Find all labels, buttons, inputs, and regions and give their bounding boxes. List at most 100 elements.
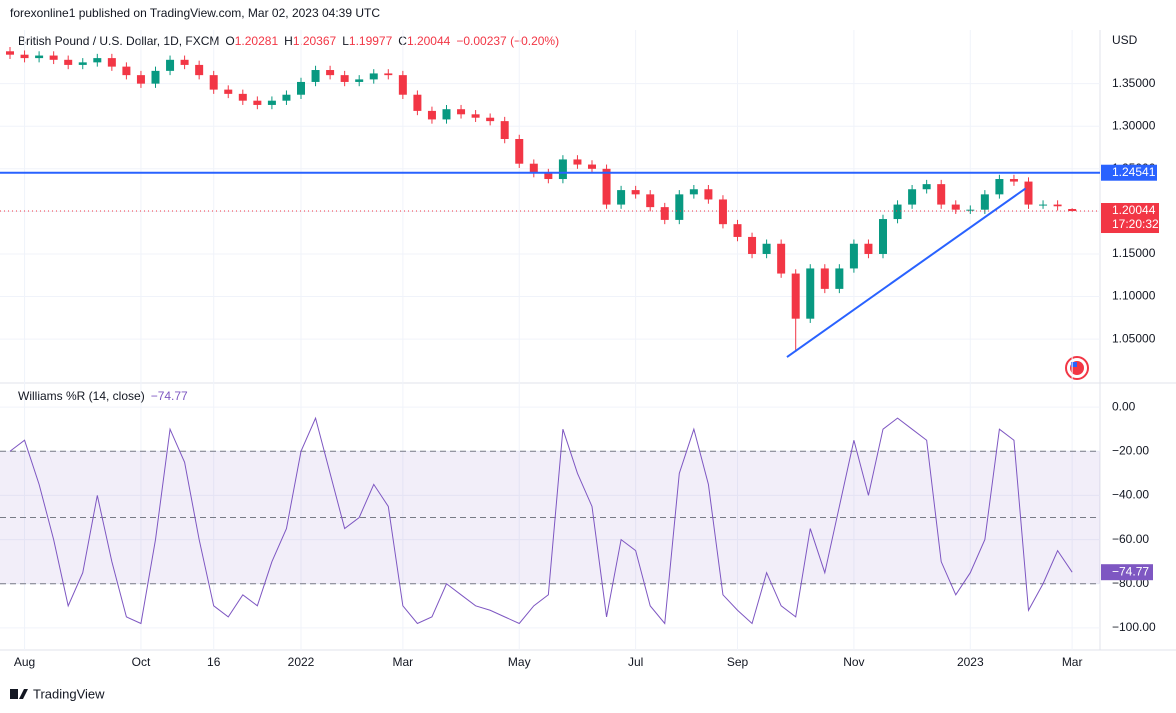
candle-body: [689, 189, 698, 195]
candle-body: [238, 93, 247, 101]
last-price-label: 1.20044: [1112, 203, 1156, 217]
value-badge: [1101, 564, 1153, 581]
y-tick-label: 1.30000: [1112, 118, 1156, 132]
candle-body: [704, 189, 713, 200]
indicator-title: Williams %R (14, close): [18, 389, 145, 403]
candle-body: [107, 58, 116, 67]
currency: USD: [1112, 33, 1138, 47]
candle-body: [311, 70, 320, 82]
price-badge: [1101, 203, 1159, 234]
candle-body: [879, 219, 887, 254]
candle-body: [253, 100, 262, 105]
candle-body: [297, 81, 305, 95]
candle-body: [384, 73, 393, 76]
candle-body: [457, 109, 466, 115]
x-tick-label: 2023: [957, 655, 984, 669]
candle-body: [951, 204, 960, 210]
candle-body: [835, 268, 844, 289]
candle-body: [791, 273, 800, 319]
candle-body: [777, 243, 786, 274]
candle-body: [20, 54, 29, 59]
candle-body: [980, 194, 989, 210]
candle-body: [398, 75, 407, 95]
x-tick-label: 2022: [288, 655, 315, 669]
candle-body: [355, 79, 364, 82]
legend-line: British Pound / U.S. Dollar, 1D, FXCM O1.…: [18, 34, 559, 48]
candle-body: [1009, 179, 1018, 182]
ohlc-label: H: [284, 34, 293, 48]
candle-body: [35, 55, 44, 59]
flag-icon: [1065, 356, 1089, 380]
candle-body: [195, 64, 204, 76]
candle-body: [748, 236, 757, 254]
footer-logo: [10, 689, 28, 699]
ohlc-value: 1.20367: [293, 34, 337, 48]
candle-body: [893, 204, 902, 220]
candle-body: [718, 199, 727, 225]
x-tick-label: May: [508, 655, 531, 669]
candle-body: [49, 55, 58, 60]
candle-body: [806, 268, 815, 319]
candle-body: [427, 110, 436, 120]
candle-body: [326, 70, 335, 76]
candle-body: [282, 94, 291, 101]
williams-line: [9, 416, 1073, 625]
candle-body: [544, 173, 553, 180]
candle-body: [660, 207, 669, 220]
ohlc-label: O: [225, 34, 234, 48]
y-tick-label: 0.00: [1112, 399, 1136, 413]
x-tick-label: Sep: [727, 655, 749, 669]
x-tick-label: Mar: [393, 655, 414, 669]
y-tick-label: 1.10000: [1112, 289, 1156, 303]
candle-body: [820, 268, 829, 289]
candle-body: [1068, 208, 1077, 212]
candle-body: [413, 94, 422, 111]
candle-body: [1024, 181, 1033, 205]
candle-body: [224, 89, 233, 94]
x-tick-label: Mar: [1062, 655, 1083, 669]
change: −0.00237 (−0.20%): [456, 34, 559, 48]
x-tick-label: Oct: [132, 655, 151, 669]
y-tick-label: −60.00: [1112, 532, 1149, 546]
x-tick-label: Nov: [843, 655, 864, 669]
indicator-value: −74.77: [151, 389, 188, 403]
candle-body: [209, 75, 218, 90]
x-tick-label: Jul: [628, 655, 643, 669]
candle-body: [166, 59, 175, 71]
candle-body: [500, 121, 509, 140]
candle-body: [864, 243, 873, 254]
candle-body: [995, 179, 1004, 195]
candle-body: [515, 139, 524, 164]
y-tick-label: −100.00: [1112, 620, 1156, 634]
candle-body: [602, 168, 611, 205]
x-tick-label: Aug: [14, 655, 35, 669]
ohlc-label: L: [342, 34, 349, 48]
symbol: British Pound / U.S. Dollar, 1D, FXCM: [18, 34, 219, 48]
candle-body: [136, 75, 145, 84]
candle-body: [122, 66, 131, 76]
candle-body: [1039, 204, 1048, 206]
indicator-legend: Williams %R (14, close) −74.77: [18, 389, 188, 403]
ohlc-value: 1.19977: [349, 34, 393, 48]
candle-body: [180, 59, 189, 65]
y-tick-label: 1.35000: [1112, 76, 1156, 90]
footer-brand: TradingView: [33, 686, 105, 701]
value-badge-label: −74.77: [1112, 564, 1149, 578]
candle-body: [369, 73, 378, 80]
hline-label: 1.24541: [1112, 165, 1156, 179]
candle-body: [733, 224, 742, 237]
candle-body: [573, 159, 582, 165]
y-tick-label: 1.15000: [1112, 246, 1156, 260]
candle-body: [762, 243, 771, 254]
candle-body: [558, 159, 567, 180]
published-note: forexonline1 published on TradingView.co…: [10, 6, 380, 20]
candle-body: [529, 163, 538, 174]
candle-body: [442, 109, 451, 120]
candle-body: [675, 194, 684, 220]
trendline: [786, 187, 1027, 358]
ohlc-value: 1.20281: [235, 34, 279, 48]
y-tick-label: 1.05000: [1112, 331, 1156, 345]
candle-body: [6, 51, 14, 55]
